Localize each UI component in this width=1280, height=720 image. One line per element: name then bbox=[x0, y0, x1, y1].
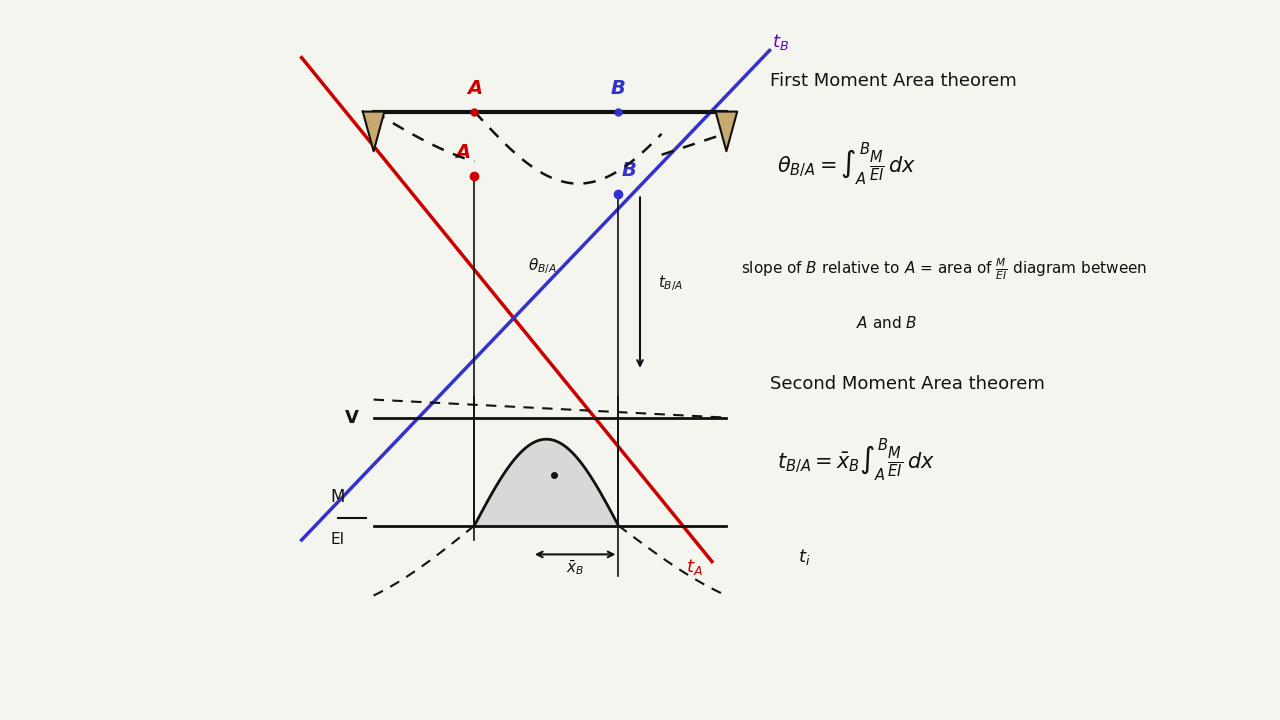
Text: $t_{B/A}$: $t_{B/A}$ bbox=[658, 273, 684, 292]
Text: $A$ and $B$: $A$ and $B$ bbox=[856, 315, 918, 330]
Text: B: B bbox=[611, 78, 626, 98]
Text: EI: EI bbox=[330, 533, 344, 547]
Text: $\theta_{B/A}$: $\theta_{B/A}$ bbox=[529, 256, 557, 276]
Text: $\bar{x}_B$: $\bar{x}_B$ bbox=[566, 558, 584, 577]
Text: $\theta_{B/A} = \int_{A}^{B} \frac{M}{EI}\,dx$: $\theta_{B/A} = \int_{A}^{B} \frac{M}{EI… bbox=[777, 140, 916, 187]
Text: V: V bbox=[346, 409, 358, 426]
Text: First Moment Area theorem: First Moment Area theorem bbox=[769, 73, 1016, 91]
Text: slope of $B$ relative to $A$ = area of $\frac{M}{EI}$ diagram between: slope of $B$ relative to $A$ = area of $… bbox=[741, 256, 1147, 282]
Text: $t_i$: $t_i$ bbox=[799, 546, 812, 567]
Text: $t_A$: $t_A$ bbox=[686, 557, 703, 577]
Text: A: A bbox=[467, 78, 483, 98]
Polygon shape bbox=[362, 112, 384, 151]
Text: Second Moment Area theorem: Second Moment Area theorem bbox=[769, 375, 1044, 393]
Text: $t_B$: $t_B$ bbox=[772, 32, 788, 52]
Text: M: M bbox=[330, 488, 344, 506]
Text: $t_{B/A} = \bar{x}_B \int_{A}^{B} \frac{M}{EI}\,dx$: $t_{B/A} = \bar{x}_B \int_{A}^{B} \frac{… bbox=[777, 436, 934, 482]
Text: A: A bbox=[456, 143, 471, 163]
Text: B: B bbox=[622, 161, 637, 181]
Polygon shape bbox=[716, 112, 737, 151]
